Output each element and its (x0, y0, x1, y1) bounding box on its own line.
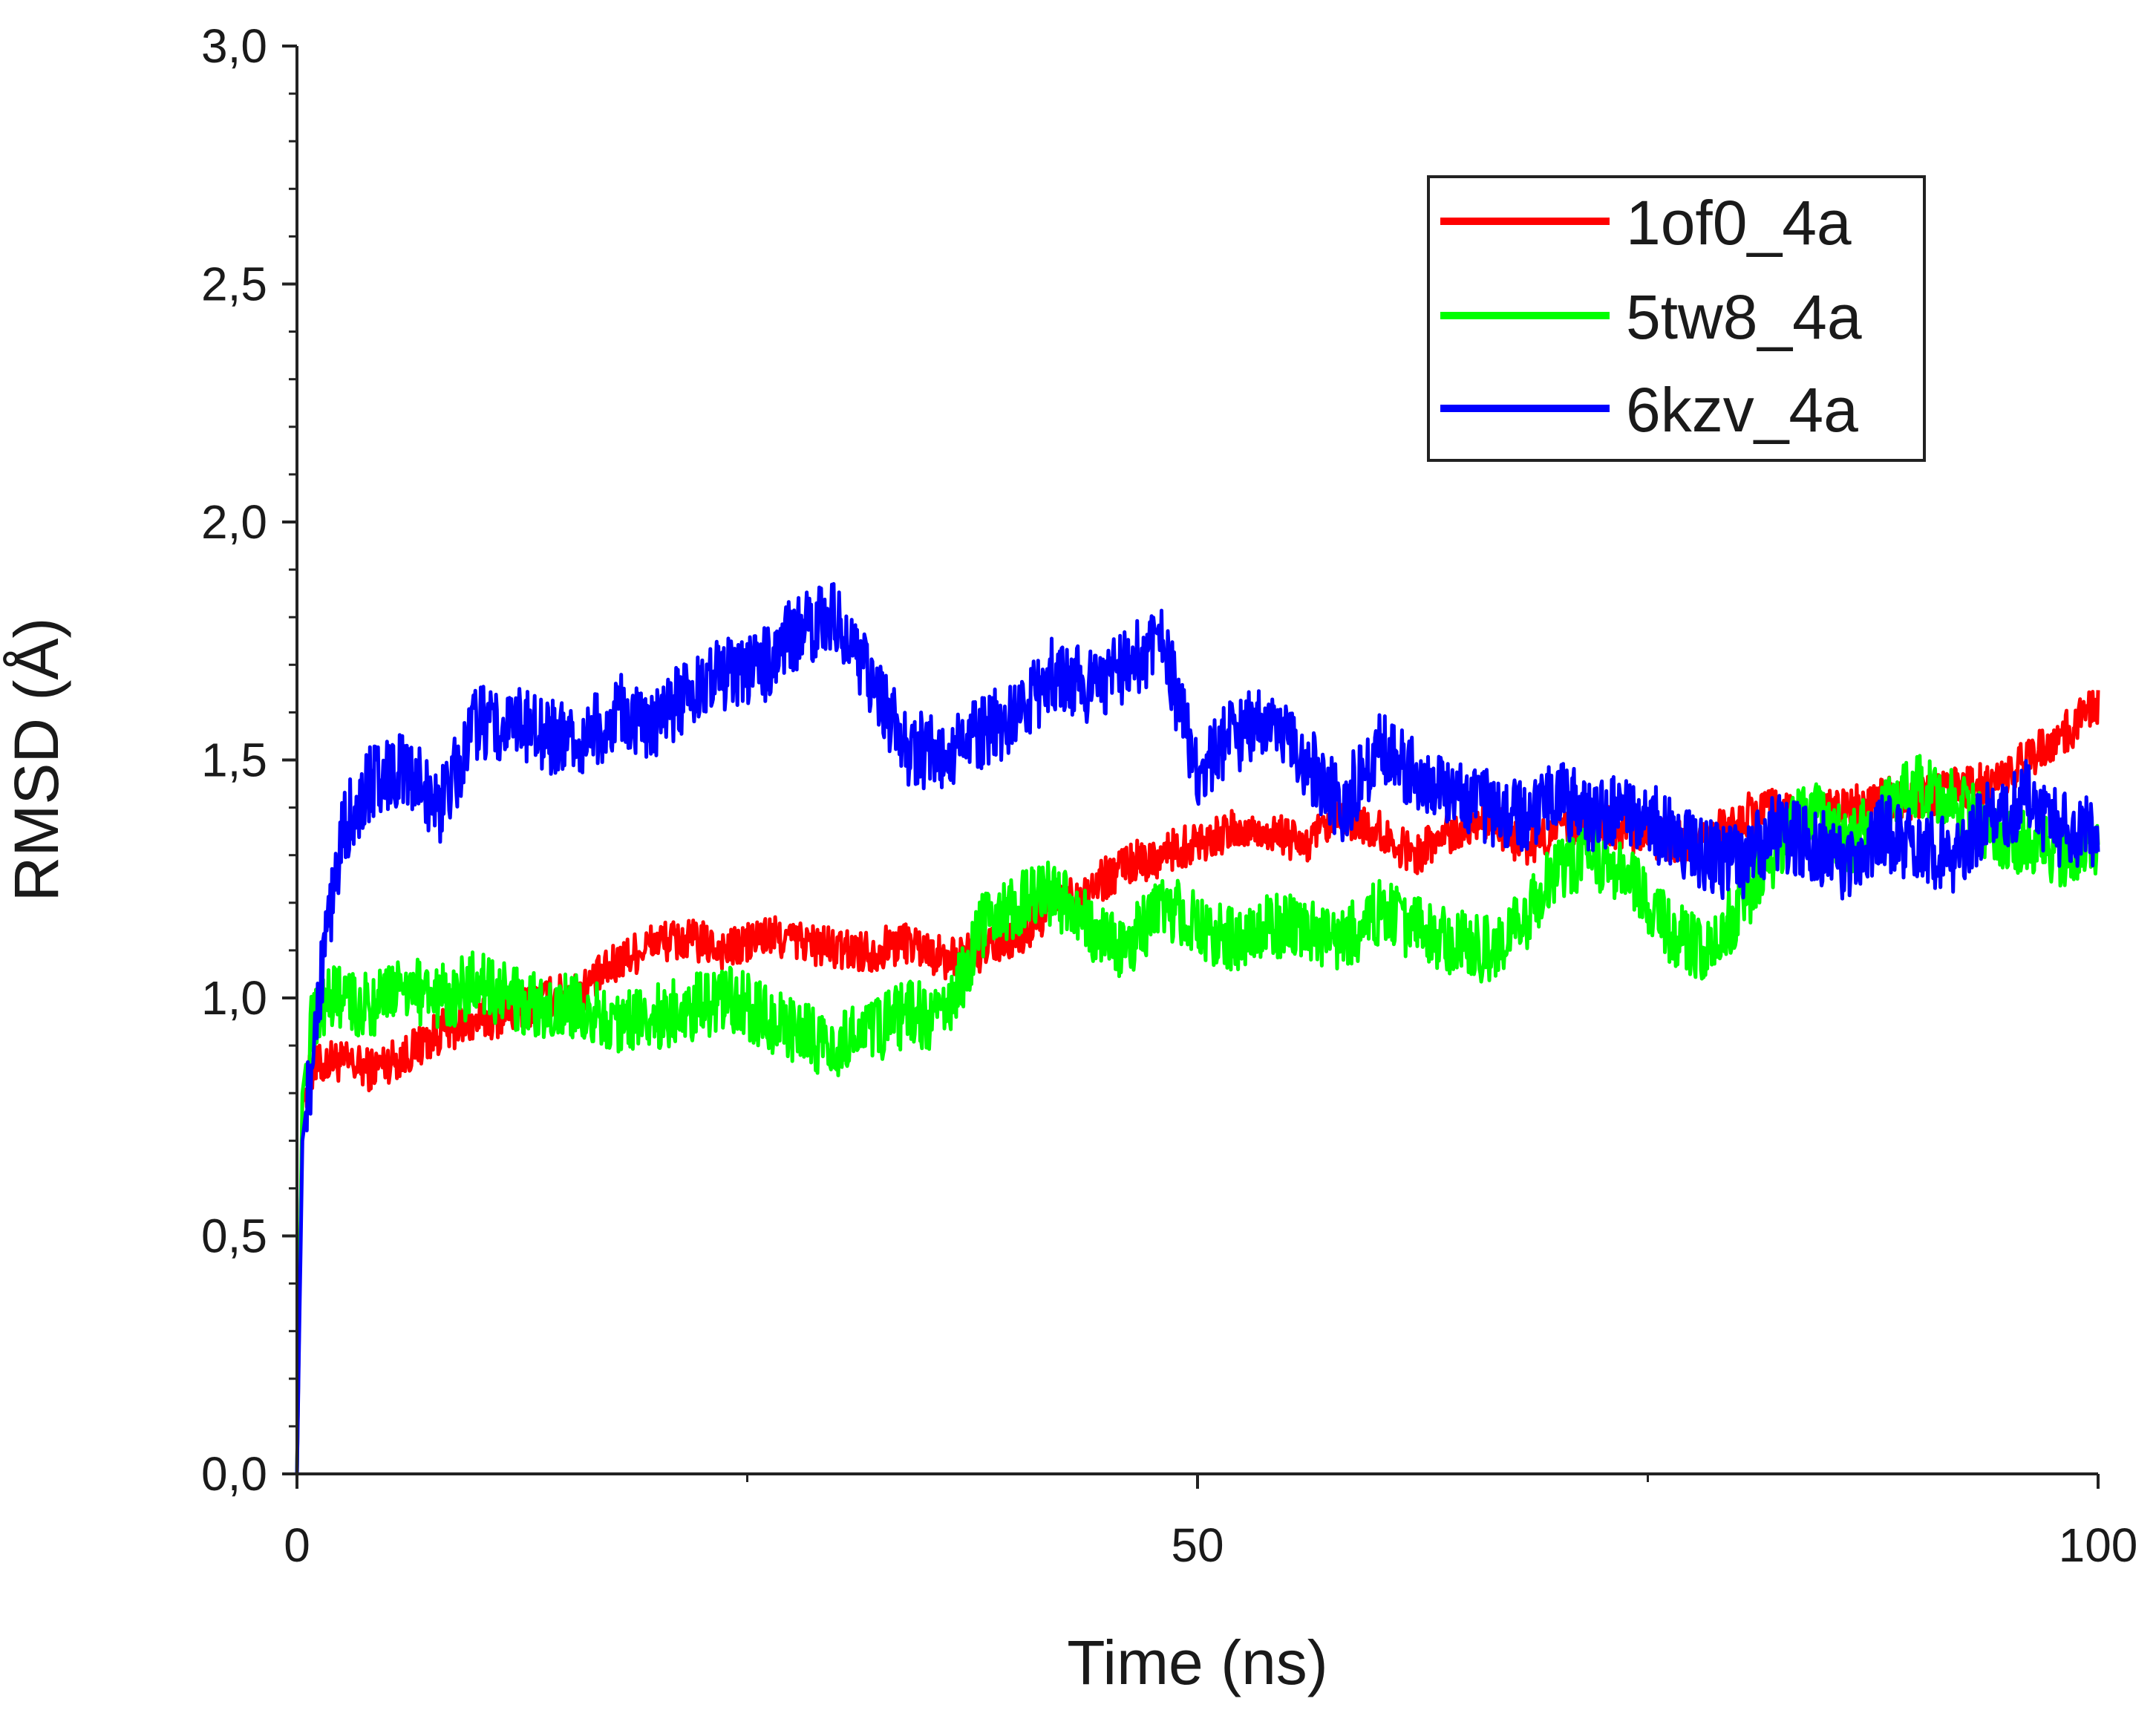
y-tick-label-6: 3,0 (201, 19, 267, 73)
series-line-6kzv-4a (295, 581, 2100, 1475)
y-axis-title: RMSD (Å) (1, 618, 71, 902)
y-tick-label-0: 0,0 (201, 1447, 267, 1501)
y-tick-label-4: 2,0 (201, 495, 267, 549)
legend-label-1of0-4a: 1of0_4a (1626, 188, 1852, 258)
y-tick-label-2: 1,0 (201, 971, 267, 1025)
legend-label-6kzv-4a: 6kzv_4a (1626, 375, 1858, 445)
y-tick-label-1: 0,5 (201, 1210, 267, 1263)
legend: 1of0_4a 5tw8_4a 6kzv_4a (1427, 175, 1926, 462)
x-tick-label-1: 50 (1171, 1518, 1224, 1572)
x-ticks: 0 50 100 (284, 1474, 2137, 1572)
legend-label-5tw8-4a: 5tw8_4a (1626, 282, 1862, 352)
y-ticks: 0,0 0,5 1,0 1,5 2,0 2,5 3,0 (201, 19, 297, 1501)
y-tick-label-3: 1,5 (201, 734, 267, 787)
x-tick-label-2: 100 (2059, 1518, 2138, 1572)
series-layer (295, 581, 2100, 1475)
y-tick-label-5: 2,5 (201, 258, 267, 311)
x-axis-title: Time (ns) (1067, 1628, 1328, 1697)
x-tick-label-0: 0 (284, 1518, 310, 1572)
